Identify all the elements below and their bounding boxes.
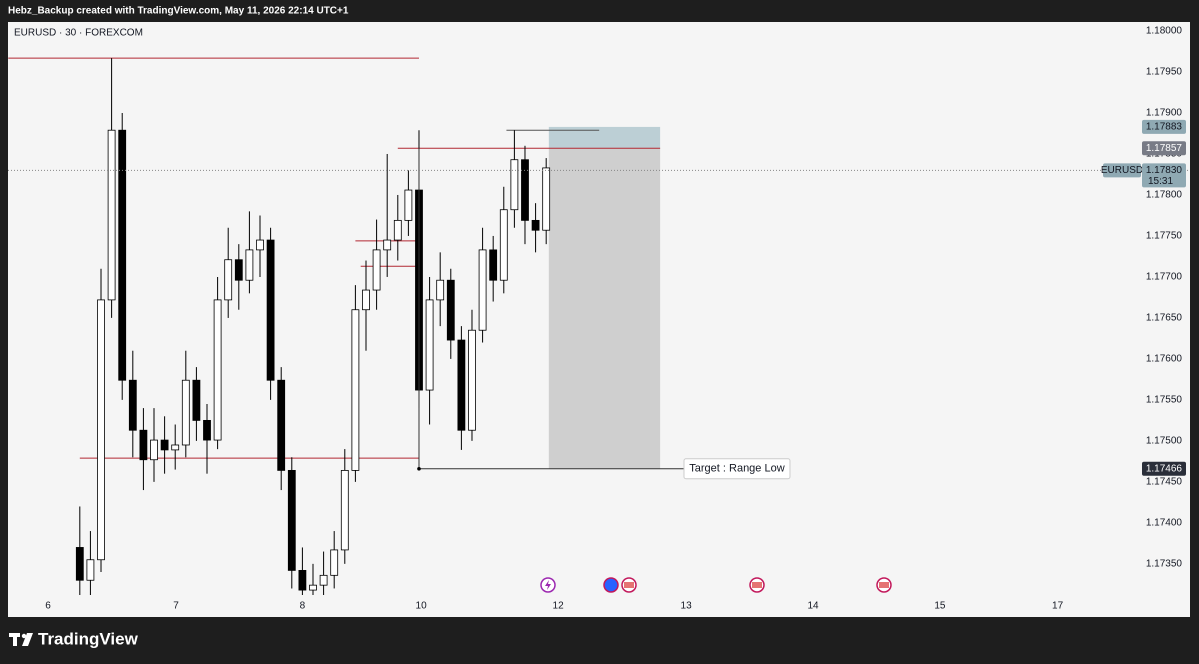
candle-body	[489, 249, 498, 281]
candle-body	[287, 469, 296, 571]
y-tick-label: 1.17800	[1146, 190, 1183, 201]
current-price-label: 1.17830	[1146, 165, 1183, 176]
candle-body	[425, 299, 434, 391]
candle-body	[404, 189, 413, 221]
x-tick-label: 14	[807, 601, 819, 612]
candle-body	[150, 439, 158, 461]
candle-body	[351, 309, 360, 471]
y-tick-label: 1.17750	[1146, 231, 1183, 242]
credit: Hebz_Backup created with TradingView.com…	[8, 6, 349, 17]
candle-body	[277, 379, 286, 471]
symbol-tag	[1103, 163, 1141, 178]
price-tag-label: 1.17883	[1146, 122, 1183, 133]
candle-body	[457, 339, 466, 431]
candle-body	[521, 159, 529, 221]
candle-body	[531, 219, 540, 231]
price-tag-label: 1.17466	[1146, 463, 1183, 474]
price-tag	[1142, 141, 1186, 156]
plot	[8, 57, 684, 595]
y-tick-label: 1.17950	[1146, 67, 1183, 78]
signal-dot	[417, 466, 421, 471]
target-label-box	[683, 458, 791, 480]
y-tick-label: 1.17650	[1146, 313, 1183, 324]
target-zone	[548, 148, 661, 469]
symbol-label: EURUSD	[1101, 165, 1143, 176]
chart-title: EURUSD · 30 · FOREXCOM	[14, 28, 143, 39]
candle-body	[298, 570, 307, 591]
candle-body	[542, 167, 551, 231]
y-tick-label: 1.17450	[1146, 477, 1183, 488]
x-tick-label: 8	[300, 601, 306, 612]
candle-body	[75, 547, 84, 581]
candle-body	[139, 429, 148, 461]
x-tick-label: 17	[1052, 601, 1064, 612]
candle-body	[181, 379, 190, 446]
event-icons	[540, 577, 892, 593]
y-tick-label: 1.17500	[1146, 436, 1183, 447]
y-tick-label: 1.17400	[1146, 518, 1183, 529]
candle-body	[319, 574, 328, 586]
candle-body	[160, 439, 169, 451]
candle-body	[118, 129, 127, 381]
candle-body	[330, 549, 339, 576]
candle-body	[97, 299, 105, 561]
current-tag	[1142, 163, 1186, 188]
brand: TradingView	[38, 629, 139, 648]
candle-body	[192, 379, 201, 421]
y-tick-label: 1.17600	[1146, 354, 1183, 365]
price-tag	[1142, 119, 1186, 134]
candle-body	[478, 249, 487, 331]
candle-body	[372, 249, 381, 291]
x-tick-label: 7	[173, 601, 179, 612]
x-tick-label: 10	[416, 601, 428, 612]
y-tick-label: 1.17900	[1146, 108, 1183, 119]
candle-body	[203, 419, 211, 441]
stop-zone	[548, 126, 661, 149]
x-tick-label: 13	[681, 601, 693, 612]
candle-body	[256, 239, 264, 251]
countdown: 15:31	[1148, 176, 1173, 187]
candle-body	[393, 219, 402, 241]
candle-body	[128, 379, 137, 431]
price-tag	[1142, 461, 1186, 476]
y-tick-label: 1.17550	[1146, 395, 1183, 406]
y-tick-label: 1.18000	[1146, 26, 1183, 37]
candle-body	[468, 329, 476, 431]
candle-body	[171, 444, 180, 451]
x-tick-label: 6	[45, 601, 51, 612]
candle-body	[510, 159, 519, 211]
candle-body	[436, 279, 445, 301]
target-label: Target : Range Low	[689, 463, 784, 475]
candle-body	[86, 559, 95, 581]
candle-body	[499, 209, 508, 281]
candle-body	[362, 289, 370, 311]
candle-body	[446, 279, 455, 341]
x-tick-label: 12	[553, 601, 565, 612]
y-tick-label: 1.17350	[1146, 558, 1183, 569]
candle-body	[340, 469, 349, 551]
candle-body	[224, 259, 233, 301]
x-tick-label: 15	[934, 601, 946, 612]
candle-body	[266, 239, 275, 381]
candle-body	[213, 299, 222, 441]
y-tick-label: 1.17700	[1146, 272, 1183, 283]
candle-body	[107, 129, 116, 301]
price-tag-label: 1.17857	[1146, 143, 1183, 154]
candle-body	[234, 259, 243, 281]
candle-body	[245, 249, 254, 281]
candle-body	[309, 584, 317, 591]
brand-logo	[9, 633, 33, 646]
candle-body	[383, 239, 392, 251]
